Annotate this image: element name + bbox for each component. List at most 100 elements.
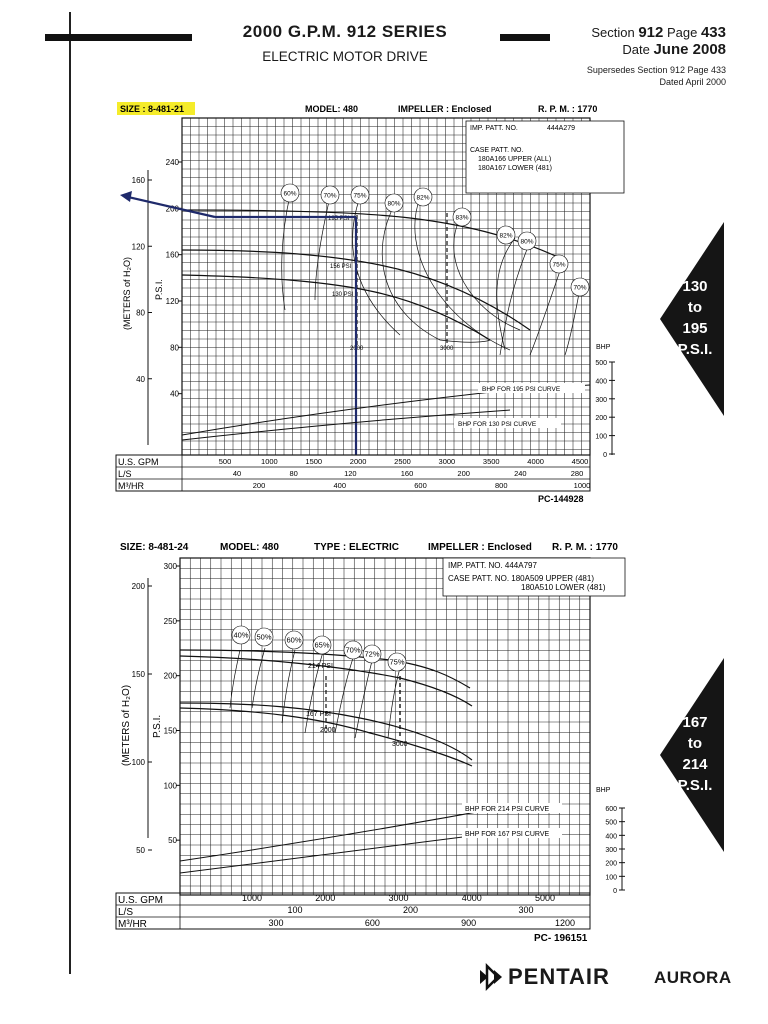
chart1-ls-tick-label: 80: [289, 469, 297, 478]
chart2-label-214: 214 PSI: [308, 663, 333, 670]
chart1-eff-line-80: [381, 203, 491, 343]
chart1-m3-tick-label: 1000: [574, 481, 591, 490]
chart2-case-lower: 180A510 LOWER (481): [521, 583, 606, 592]
pentair-logo-text: PENTAIR: [508, 964, 610, 989]
chart2-bhp-tick-label: 600: [605, 806, 617, 813]
badge-1-to: 195: [682, 320, 708, 337]
chart1-meters-tick-label: 80: [136, 309, 145, 318]
chart1-rpm: R. P. M. : 1770: [538, 104, 597, 114]
chart2-psi-tick-label: 300: [164, 562, 178, 571]
chart2-psi-tick-label: 200: [164, 672, 178, 681]
chart2-bhp-tick-label: 300: [605, 847, 617, 854]
chart1-gpm-tick-label: 4500: [572, 457, 589, 466]
pump-curve-chart-1: SIZE : 8-481-21 MODEL: 480 IMPELLER : En…: [115, 102, 625, 504]
chart1-eff-line-75: [352, 196, 401, 336]
chart1-efficiency-label: 70%: [323, 193, 336, 200]
chart1-eff-line-82b: [496, 237, 516, 351]
chart2-efficiency-label: 65%: [314, 641, 329, 650]
chart2-bhp-tick-label: 100: [605, 874, 617, 881]
chart1-meters-tick-label: 160: [132, 176, 146, 185]
chart2-frame: [179, 557, 591, 896]
chart2-xaxis-table: [115, 892, 591, 930]
chart1-efficiency-bubble: [570, 277, 590, 297]
chart2-meters-label: (METERS of H₂O): [121, 685, 132, 766]
arrow-head-icon: [120, 191, 132, 202]
chart2-eff-line-72: [354, 660, 373, 739]
chart2-xaxis-ticks: 1000 2000 3000 4000 5000 100 200 300 300 600 900 12…: [242, 893, 575, 928]
chart2-efficiency-bubble: [312, 635, 332, 655]
chart1-xaxis-table: [115, 454, 591, 492]
section-label: Section: [591, 25, 635, 40]
chart1-gpm-tick-label: 4000: [527, 457, 544, 466]
chart1-bhp-tick-label: 200: [595, 415, 607, 422]
chart1-meters-label: (METERS of H₂O): [122, 257, 132, 330]
chart1-case-patt: CASE PATT. NO.: [470, 147, 523, 154]
chart2-code: PC- 196151: [534, 933, 588, 944]
chart2-head-curve-167-lower: [179, 707, 473, 767]
chart1-bhp-tick-label: 100: [595, 434, 607, 441]
chart1-gpm-tick-label: 2000: [350, 457, 367, 466]
chart1-xaxis-ticks: 500 1000 1500 2000 2500 3000 3500 4000 4500 40 80 1…: [219, 457, 591, 490]
chart1-bhp-curve-195: [181, 384, 591, 436]
chart2-m3-label: M³/HR: [118, 919, 147, 930]
chart1-gpm-tick-label: 3000: [439, 457, 456, 466]
chart2-case-patt: CASE PATT. NO. 180A509 UPPER (481): [448, 574, 594, 583]
chart1-case-lower: 180A167 LOWER (481): [478, 165, 552, 172]
chart1-bhp-ticks: 500 400 300 200 100 0: [595, 360, 615, 459]
chart1-ls-tick-label: 240: [514, 469, 527, 478]
chart1-gpm-tick-label: 3500: [483, 457, 500, 466]
chart1-model: MODEL: 480: [305, 104, 358, 114]
chart1-head-curve-130: [181, 274, 491, 341]
supersedes-line-1: Supersedes Section 912 Page 433: [586, 65, 726, 75]
chart2-efficiency-bubble: [343, 640, 363, 660]
chart1-efficiency-labels: 60% 70% 75% 80% 82% 83% 82% 80% 75% 70%: [280, 183, 590, 297]
chart1-gpm-tick-label: 500: [219, 457, 232, 466]
pentair-logo-icon: [480, 962, 502, 992]
chart2-efficiency-bubble: [254, 627, 274, 647]
badge-2-unit: P.S.I.: [677, 777, 713, 794]
chart1-gpm-tick-label: 1000: [261, 457, 278, 466]
badge-2-from: 167: [682, 714, 708, 731]
chart2-bhp-tick-label: 0: [613, 888, 617, 895]
chart2-meters-ticks: 50 100 150 200: [132, 582, 152, 855]
chart1-psi-tick-label: 240: [166, 158, 180, 167]
chart1-eff-line-82: [414, 197, 511, 351]
psi-range-badge-2: 167 to 214 P.S.I.: [676, 712, 714, 796]
chart1-ls-label: L/S: [118, 469, 132, 479]
chart2-m3-tick-label: 600: [365, 918, 380, 928]
chart1-efficiency-bubble: [517, 231, 537, 251]
chart2-bhp-214-label: BHP FOR 214 PSI CURVE: [465, 806, 549, 813]
chart2-impeller: IMPELLER : Enclosed: [428, 542, 532, 553]
chart2-meters-tick-label: 100: [132, 758, 146, 767]
chart1-psi-tick-label: 40: [170, 390, 179, 399]
chart1-imp-patt-value: 444A279: [547, 125, 575, 132]
chart1-bhp-130-label: BHP FOR 130 PSI CURVE: [458, 421, 537, 428]
psi-range-badge-1: 130 to 195 P.S.I.: [676, 276, 714, 360]
chart2-efficiency-bubble: [231, 625, 251, 645]
chart2-label-3000: 3000: [392, 741, 408, 748]
chart1-psi-tick-label: 160: [166, 251, 180, 260]
chart1-bhp-tick-label: 0: [603, 452, 607, 459]
chart1-bhp-tick-label: 300: [595, 397, 607, 404]
chart2-label-2000: 2000: [320, 727, 336, 734]
pump-curve-chart-2: SIZE: 8-481-24 MODEL: 480 TYPE : ELECTRI…: [115, 542, 626, 944]
header-bar-left: [45, 34, 192, 41]
chart1-case-upper: 180A166 UPPER (ALL): [478, 156, 551, 163]
chart1-efficiency-bubble: [452, 207, 472, 227]
chart2-bhp-214-bg: [462, 803, 562, 813]
chart2-bhp-axis-label: BHP: [596, 787, 611, 794]
chart1-label-195: 195 PSI: [328, 216, 350, 222]
chart1-size: SIZE : 8-481-21: [120, 104, 184, 114]
chart1-label-156: 156 PSI: [330, 264, 352, 270]
chart1-bhp-195-label: BHP FOR 195 PSI CURVE: [482, 386, 561, 393]
chart1-efficiency-bubble: [280, 183, 300, 203]
badge-1-to-word: to: [687, 299, 703, 316]
date-label: Date: [622, 42, 650, 57]
chart2-bhp-tick-label: 200: [605, 861, 617, 868]
chart1-efficiency-label: 70%: [573, 285, 586, 292]
chart2-eff-line-65: [304, 651, 324, 734]
size-highlight: [117, 102, 195, 115]
margin-rule: [69, 12, 71, 974]
chart2-psi-tick-label: 250: [164, 617, 178, 626]
chart2-gpm-tick-label: 1000: [242, 893, 262, 903]
